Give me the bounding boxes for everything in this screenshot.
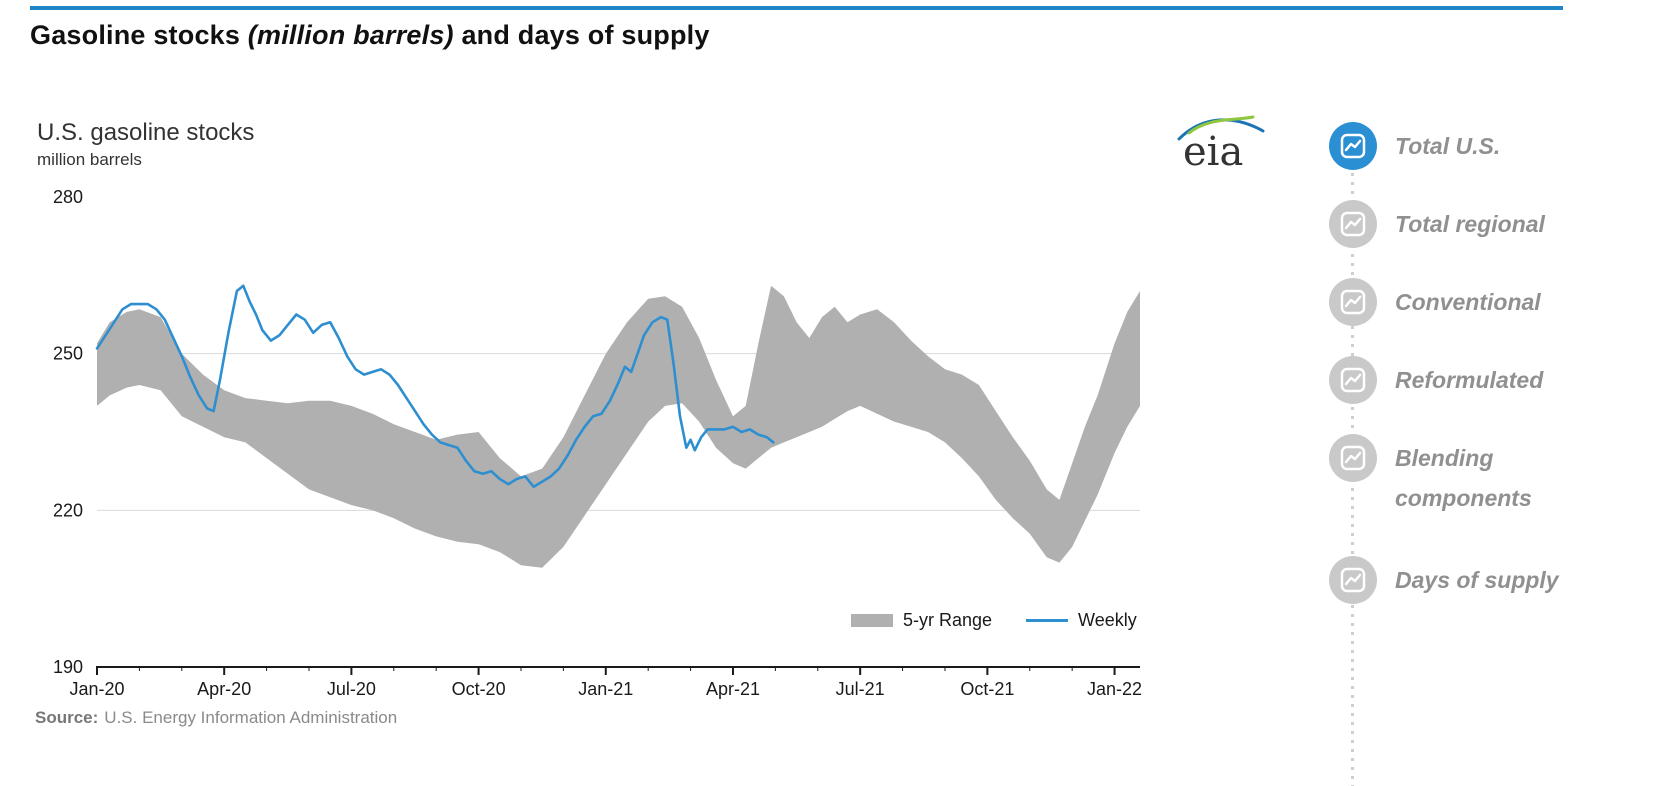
svg-text:220: 220 <box>53 500 83 520</box>
svg-text:Apr-20: Apr-20 <box>197 679 251 699</box>
svg-text:Jul-20: Jul-20 <box>327 679 376 699</box>
svg-text:280: 280 <box>53 187 83 207</box>
sidebar-item-label[interactable]: Total regional <box>1395 211 1545 237</box>
svg-text:250: 250 <box>53 344 83 364</box>
source-note: Source: U.S. Energy Information Administr… <box>35 708 397 728</box>
svg-text:Oct-21: Oct-21 <box>960 679 1014 699</box>
eia-logo-green-swoosh <box>1187 115 1255 135</box>
line-chart-icon[interactable] <box>1329 200 1377 248</box>
eia-logo-text: eia <box>1183 129 1243 173</box>
line-chart-icon[interactable] <box>1329 122 1377 170</box>
line-chart-icon[interactable] <box>1329 434 1377 482</box>
page-title-italic: (million barrels) <box>247 20 454 50</box>
sidebar-item-blending-components[interactable]: Blending components <box>1329 434 1629 518</box>
sidebar-item-conventional[interactable]: Conventional <box>1329 278 1629 326</box>
weekly-legend-swatch <box>1026 619 1069 622</box>
gasoline-stocks-chart: Jan-20 Apr-20 Jul-20 Oct-20 Jan-21 Apr-21 Jul-… <box>53 187 1142 699</box>
sidebar-item-label[interactable]: Reformulated <box>1395 367 1544 393</box>
svg-text:Oct-20: Oct-20 <box>452 679 506 699</box>
page-title: Gasoline stocks (million barrels) and da… <box>30 20 710 51</box>
svg-text:Jan-20: Jan-20 <box>69 679 124 699</box>
svg-text:190: 190 <box>53 657 83 677</box>
page-title-suffix: and days of supply <box>453 20 710 50</box>
line-chart-icon[interactable] <box>1329 356 1377 404</box>
svg-text:Jan-21: Jan-21 <box>578 679 633 699</box>
sidebar-item-label[interactable]: Days of supply <box>1395 567 1559 593</box>
chart-subtitle: million barrels <box>37 150 142 169</box>
range-legend-swatch <box>851 614 893 627</box>
sidebar-item-label[interactable]: Total U.S. <box>1395 133 1501 159</box>
sidebar-item-reformulated[interactable]: Reformulated <box>1329 356 1629 404</box>
sidebar-item-label[interactable]: Conventional <box>1395 289 1541 315</box>
svg-text:Jan-22: Jan-22 <box>1087 679 1142 699</box>
chart-title: U.S. gasoline stocks <box>37 119 255 146</box>
page-title-prefix: Gasoline stocks <box>30 20 248 50</box>
top-accent-bar <box>30 6 1563 10</box>
chart-panel: U.S. gasoline stocks million barrels eia… <box>35 105 1285 785</box>
sidebar-item-days-of-supply[interactable]: Days of supply <box>1329 556 1629 604</box>
svg-text:Apr-21: Apr-21 <box>706 679 760 699</box>
eia-logo: eia <box>1173 109 1268 175</box>
sidebar-item-total-regional[interactable]: Total regional <box>1329 200 1629 248</box>
sidebar-item-total-us[interactable]: Total U.S. <box>1329 122 1629 170</box>
line-chart-icon[interactable] <box>1329 556 1377 604</box>
chart-legend: 5-yr Range Weekly <box>851 610 1137 631</box>
sidebar-item-label[interactable]: Blending components <box>1395 445 1532 511</box>
weekly-legend-label: Weekly <box>1078 610 1137 630</box>
eia-logo-graphic: eia <box>1177 115 1265 175</box>
source-text: U.S. Energy Information Administration <box>104 708 398 727</box>
chart-nav-sidebar: Total U.S. Total regional Conventional R… <box>1329 122 1629 604</box>
svg-text:Jul-21: Jul-21 <box>836 679 885 699</box>
source-label: Source: <box>35 708 99 727</box>
range-legend-label: 5-yr Range <box>903 610 993 630</box>
line-chart-icon[interactable] <box>1329 278 1377 326</box>
